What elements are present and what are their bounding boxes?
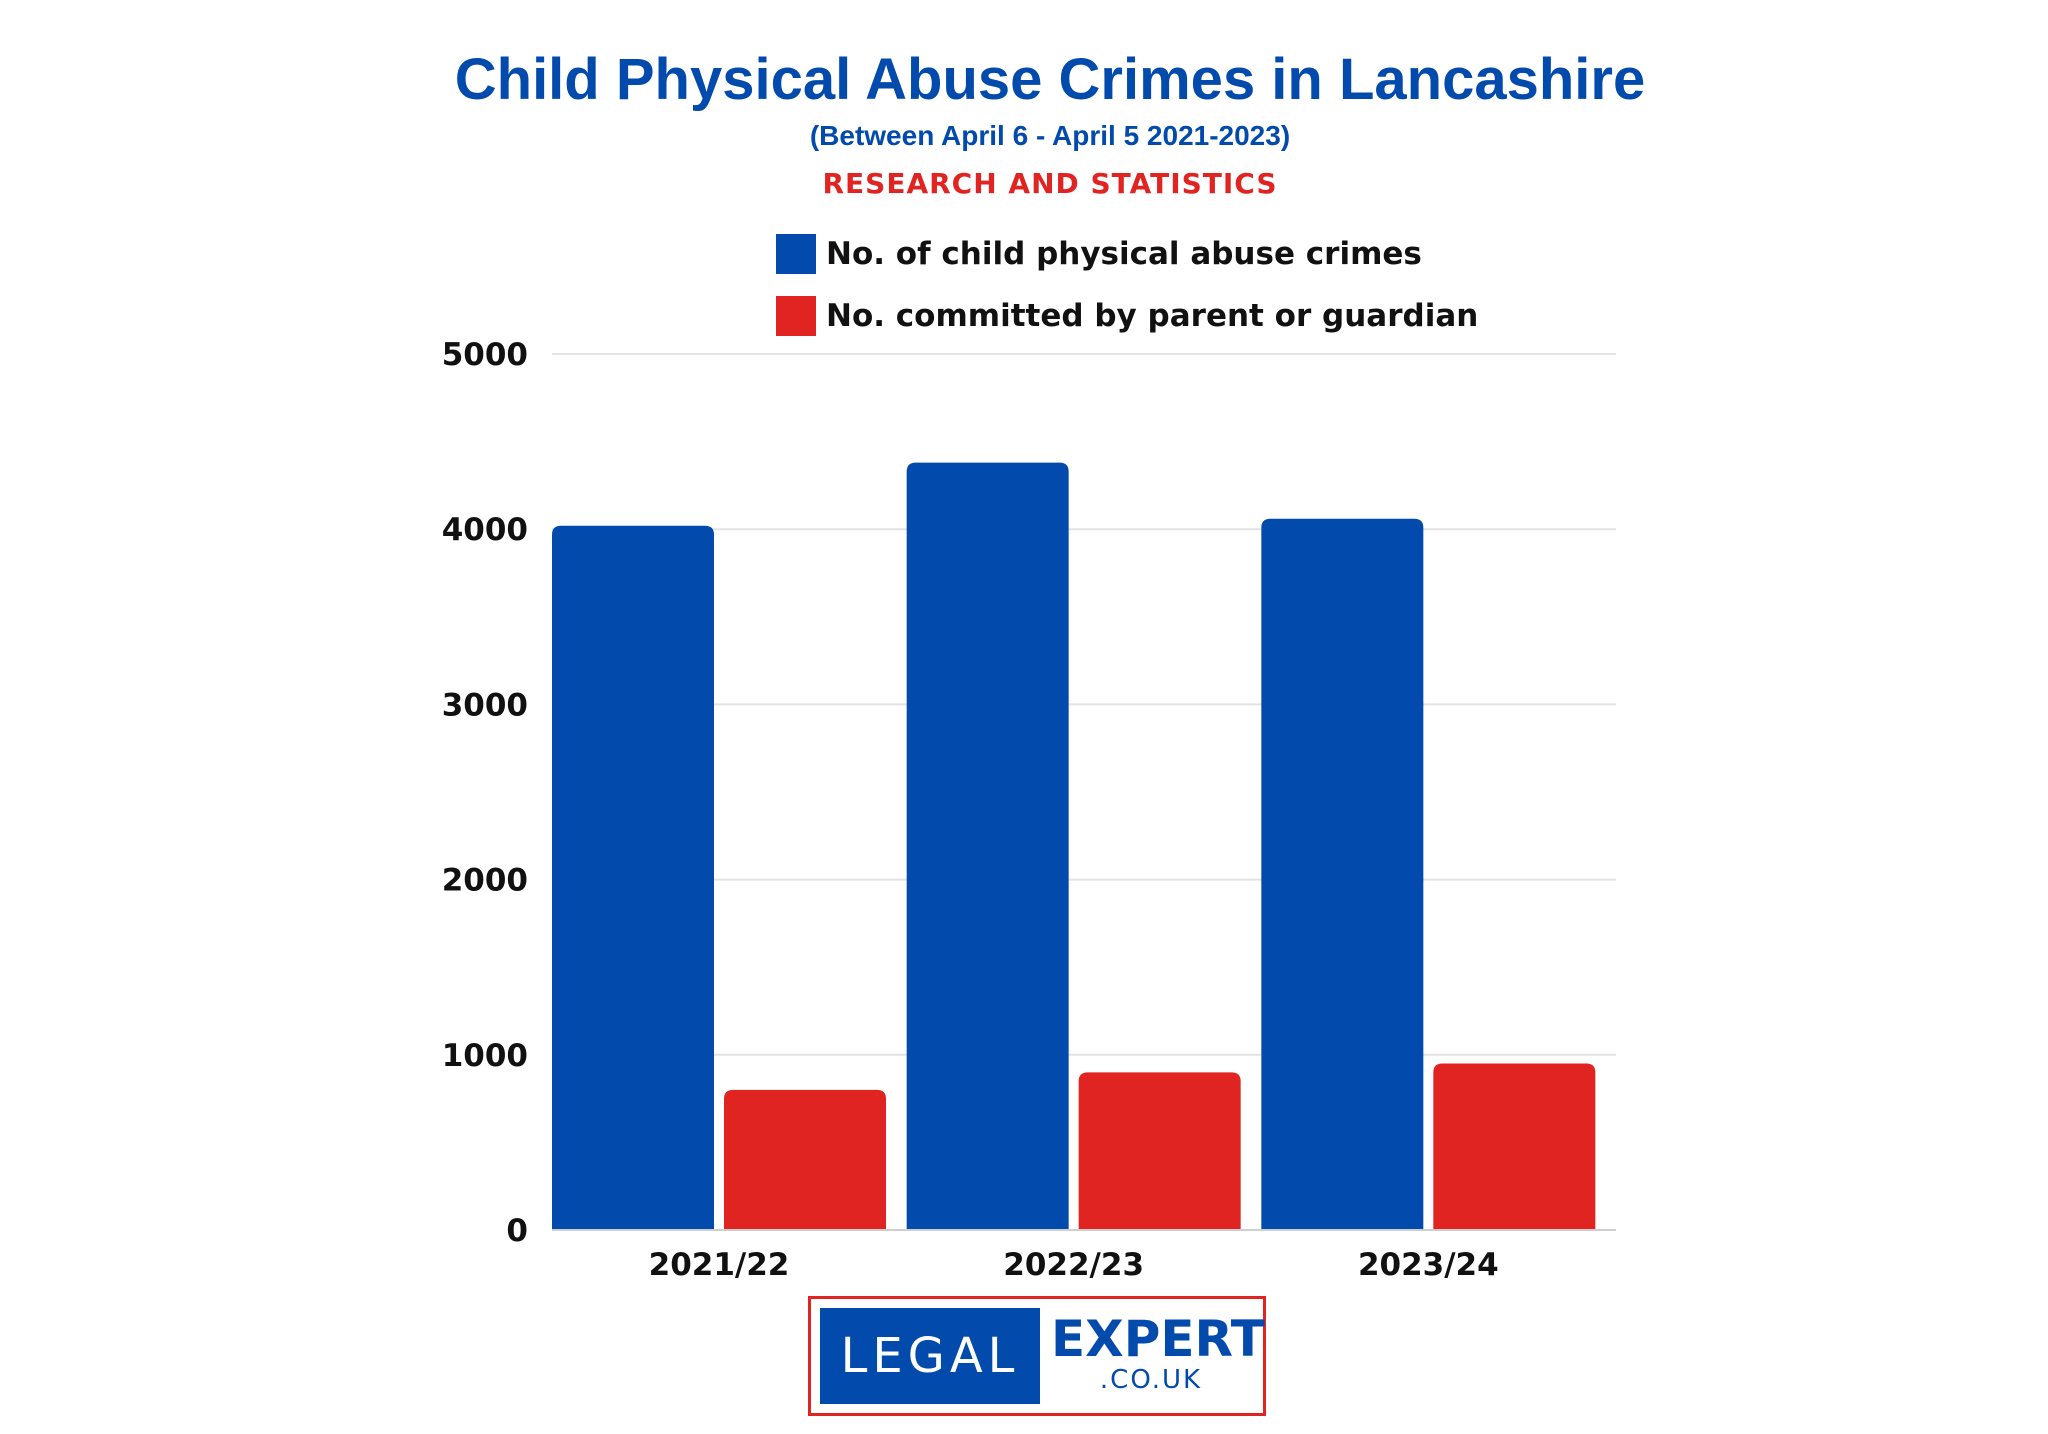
y-tick-label: 3000 [442,687,528,723]
bar-parent-2 [1433,1063,1596,1230]
y-tick-label: 0 [506,1213,528,1249]
y-tick-label: 4000 [442,512,528,548]
y-tick-label: 5000 [442,337,528,373]
bar-parent-0 [724,1089,886,1230]
legend-label-parent: No. committed by parent or guardian [826,298,1479,334]
logo-sub-text: .CO.UK [1099,1365,1203,1395]
bar-parent-1 [1078,1072,1241,1230]
chart-title: Child Physical Abuse Crimes in Lancashir… [454,47,1646,112]
legal-expert-logo: LEGAL EXPERT .CO.UK [808,1296,1266,1416]
legend-item-parent: No. committed by parent or guardian [776,294,1478,338]
x-tick-label: 2023/24 [1358,1247,1499,1283]
legend-swatch-parent [776,296,816,336]
logo-left-text: LEGAL [820,1308,1040,1404]
x-tick-label: 2021/22 [649,1247,790,1283]
y-tick-label: 1000 [442,1038,528,1074]
bar-crimes-2 [1261,518,1424,1230]
bar-crimes-1 [906,462,1069,1230]
legend-item-crimes: No. of child physical abuse crimes [776,232,1478,276]
x-tick-label: 2022/23 [1003,1247,1144,1283]
chart-tagline: RESEARCH AND STATISTICS [822,167,1278,200]
y-tick-label: 2000 [442,863,528,899]
chart-legend: No. of child physical abuse crimes No. c… [776,232,1478,356]
chart-subtitle: (Between April 6 - April 5 2021-2023) [809,120,1291,151]
legend-label-crimes: No. of child physical abuse crimes [826,236,1422,272]
logo-right-text: EXPERT [1051,1310,1265,1368]
legend-swatch-crimes [776,234,816,274]
bar-crimes-0 [552,525,714,1230]
